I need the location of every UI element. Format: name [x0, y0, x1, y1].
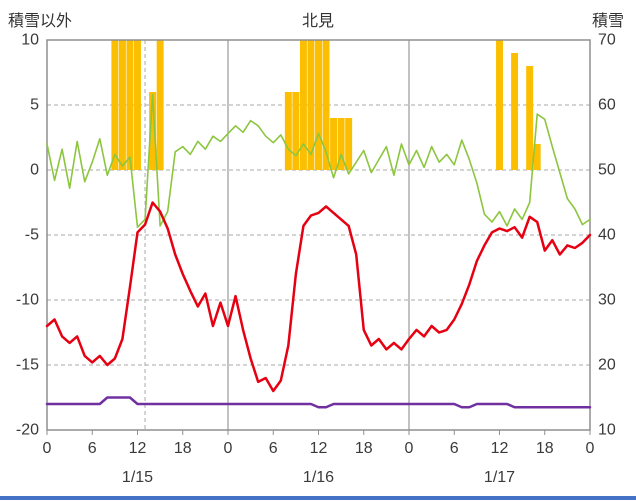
snowfall-bar	[134, 40, 141, 170]
x-axis-tick-label: 18	[355, 440, 373, 457]
x-axis-tick-label: 12	[491, 440, 509, 457]
snowfall-bar	[118, 40, 126, 170]
station-title: 北見	[301, 13, 334, 30]
snowfall-bar	[126, 40, 134, 170]
snowfall-bar	[299, 40, 307, 170]
snowfall-bar	[284, 92, 292, 170]
snowfall-bar	[322, 40, 330, 170]
x-axis-tick-label: 6	[450, 440, 459, 457]
left-axis-tick-label: -15	[16, 357, 39, 374]
snowfall-bar	[511, 53, 519, 170]
x-axis-tick-label: 6	[269, 440, 278, 457]
left-axis-tick-label: -5	[25, 227, 39, 244]
right-axis-tick-label: 20	[598, 357, 616, 374]
snowfall-bar	[526, 66, 534, 170]
date-label: 1/15	[122, 469, 153, 486]
right-axis-title: 積雪	[591, 13, 624, 30]
snowfall-bar	[337, 118, 345, 170]
date-label: 1/17	[484, 469, 515, 486]
right-axis-tick-label: 50	[598, 162, 616, 179]
right-axis-tick-label: 30	[598, 292, 616, 309]
x-axis-tick-label: 0	[224, 440, 233, 457]
snowfall-bar	[307, 40, 315, 170]
snowfall-bar	[496, 40, 503, 170]
left-axis-tick-label: -20	[16, 422, 39, 439]
x-axis-tick-label: 0	[405, 440, 414, 457]
left-axis-tick-label: 5	[30, 97, 39, 114]
snowfall-bar	[533, 144, 541, 170]
x-axis-tick-label: 12	[310, 440, 328, 457]
snowfall-bar	[156, 40, 164, 170]
left-axis-tick-label: 10	[21, 32, 39, 49]
snowfall-bar	[149, 92, 157, 170]
snowfall-bar	[292, 92, 300, 170]
x-axis-tick-label: 18	[536, 440, 554, 457]
snowfall-bar	[111, 40, 119, 170]
left-axis-tick-label: -10	[16, 292, 39, 309]
snowfall-bar	[315, 40, 322, 170]
right-axis-tick-label: 60	[598, 97, 616, 114]
snowfall-bar	[345, 118, 353, 170]
x-axis-tick-label: 0	[586, 440, 595, 457]
x-axis-tick-label: 0	[43, 440, 52, 457]
snowfall-bar	[330, 118, 338, 170]
x-axis-tick-label: 6	[88, 440, 97, 457]
left-axis-tick-label: 0	[30, 162, 39, 179]
x-axis-tick-label: 12	[129, 440, 147, 457]
red-line	[45, 201, 592, 393]
date-label: 1/16	[303, 469, 334, 486]
left-axis-title: 積雪以外	[8, 13, 73, 30]
bottom-divider	[0, 496, 636, 500]
right-axis-tick-label: 10	[598, 422, 616, 439]
x-axis-tick-label: 18	[174, 440, 192, 457]
right-axis-tick-label: 40	[598, 227, 616, 244]
green-line	[46, 93, 591, 228]
purple-line	[45, 396, 592, 409]
right-axis-tick-label: 70	[598, 32, 616, 49]
